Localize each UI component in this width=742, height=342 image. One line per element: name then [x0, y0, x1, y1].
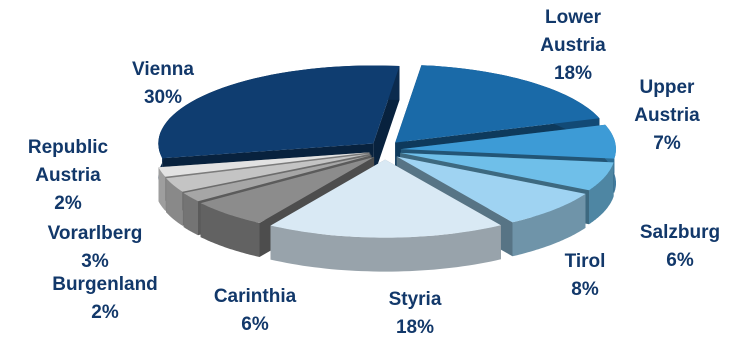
value-label: 7% — [653, 133, 681, 154]
slice-label: Salzburg 6% — [620, 219, 740, 275]
category-name: Salzburg — [639, 222, 721, 243]
value-label: 6% — [666, 250, 694, 271]
slice-label: Republic Austria 2% — [18, 134, 118, 218]
category-name: Styria — [388, 289, 442, 310]
value-label: 18% — [395, 317, 435, 338]
slice — [400, 152, 614, 191]
slice-label: Burgenland 2% — [35, 271, 175, 327]
value-label: 18% — [553, 63, 593, 84]
category-name: Tirol — [564, 251, 606, 272]
value-label: 2% — [91, 302, 119, 323]
slice-label: Tirol 8% — [545, 248, 625, 304]
slice-label: Carinthia 6% — [195, 283, 315, 339]
category-name: Vienna — [132, 59, 194, 80]
slice-wall — [589, 162, 614, 225]
slice — [158, 65, 400, 159]
slice — [270, 159, 501, 238]
value-label: 6% — [241, 314, 269, 335]
slice-label: Lower Austria 18% — [528, 4, 618, 88]
slice — [395, 65, 600, 143]
slice-label: Styria 18% — [365, 286, 465, 342]
slice — [183, 155, 372, 202]
slice-wall — [183, 193, 198, 236]
slice-wall — [270, 225, 501, 272]
slice-wall — [158, 167, 166, 211]
slice-wall — [166, 178, 183, 226]
slice — [200, 157, 375, 223]
category-name: Carinthia — [213, 286, 297, 307]
slice-label: Vorarlberg 3% — [25, 220, 165, 276]
slice-wall — [200, 203, 260, 257]
value-label: 3% — [81, 251, 109, 272]
slice — [400, 124, 616, 159]
value-label: 8% — [571, 279, 599, 300]
value-label: 2% — [54, 193, 82, 214]
value-label: 30% — [143, 87, 183, 108]
slice — [166, 153, 371, 192]
category-name: Burgenland — [52, 274, 158, 295]
slice — [158, 152, 370, 177]
slice — [396, 156, 586, 223]
category-name: Upper Austria — [634, 77, 700, 126]
slice-label: Vienna 30% — [113, 56, 213, 112]
category-name: Republic Austria — [27, 137, 109, 186]
slice-wall — [512, 193, 586, 257]
category-name: Lower Austria — [540, 7, 606, 56]
slice-label: Upper Austria 7% — [622, 74, 712, 158]
category-name: Vorarlberg — [47, 223, 143, 244]
